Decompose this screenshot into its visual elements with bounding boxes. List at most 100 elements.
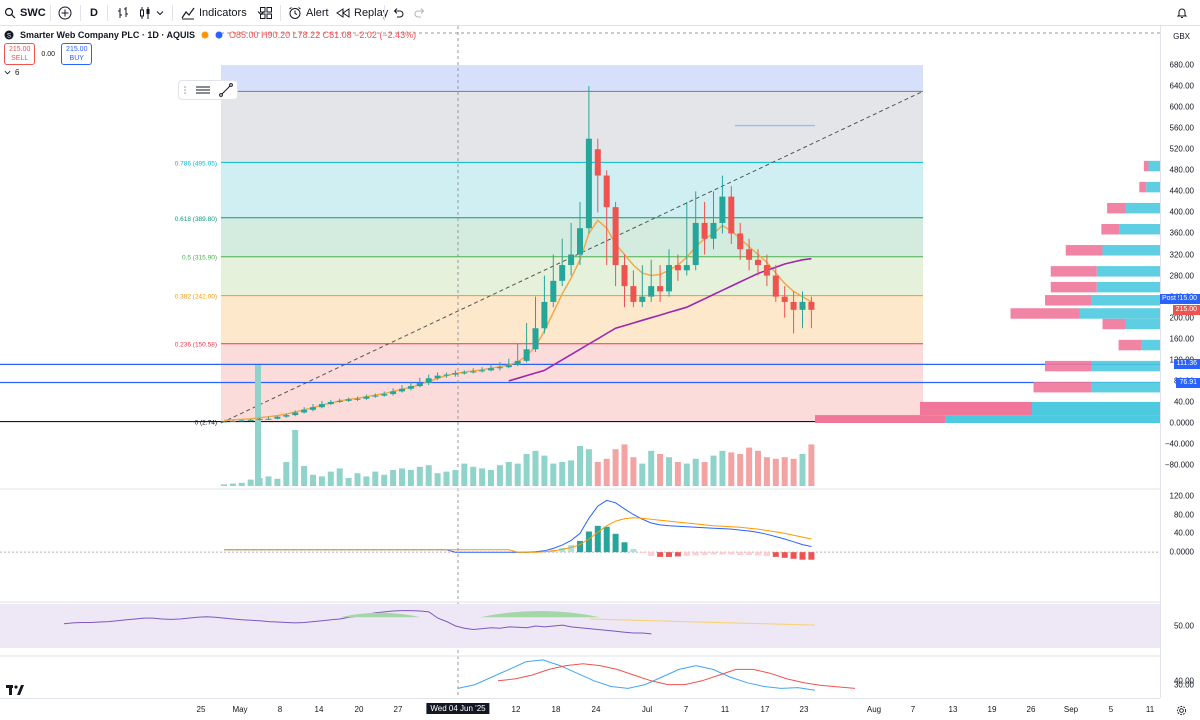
price-axis[interactable]: GBX 680.00 640.00 600.00 560.00 520.00 480.00… (1159, 26, 1200, 698)
replay-label: Replay (354, 7, 389, 19)
macd-histogram-bar (559, 547, 566, 553)
candle-style-button[interactable] (138, 0, 164, 26)
macd-histogram-bar (666, 552, 672, 557)
price-tick: −40.000 (1164, 439, 1194, 449)
volume-profile-bar (1118, 339, 1142, 351)
tradingview-logo-icon (6, 685, 24, 695)
macd-histogram-bar (648, 552, 655, 556)
volume-profile-bar (1107, 202, 1126, 214)
volume-bar (719, 450, 726, 486)
candle-body (523, 349, 530, 361)
volume-profile-bar (1102, 245, 1160, 256)
volume-bar (585, 449, 592, 486)
tradingview-logo (6, 684, 24, 698)
time-tick: 18 (551, 705, 561, 714)
time-tick: Sep (1063, 705, 1079, 714)
chevron-down-icon (156, 9, 164, 17)
volume-profile-bar (1033, 381, 1091, 393)
sell-button[interactable]: 215.00 SELL (4, 43, 36, 65)
buy-button[interactable]: 215.00 BUY (61, 43, 93, 65)
top-toolbar: SWC D (0, 0, 1200, 26)
line-tool-settings-icon[interactable] (195, 84, 211, 96)
time-tick: 27 (393, 705, 403, 714)
price-tick: 320.00 (1169, 250, 1194, 260)
price-tick: −80.000 (1164, 460, 1194, 470)
volume-bar (363, 476, 370, 486)
indicators-toggle[interactable]: 6 (4, 68, 416, 77)
volume-bar (657, 454, 664, 486)
candle-body (381, 394, 388, 396)
grid-icon (259, 6, 273, 20)
rsi-overbought-fill (340, 612, 420, 618)
candle-body (372, 395, 379, 397)
undo-button[interactable] (392, 0, 404, 26)
candle-body (336, 400, 343, 402)
bar-style-button[interactable] (116, 0, 130, 26)
volume-profile-bar (1091, 295, 1160, 306)
volume-profile-bar (1032, 401, 1160, 416)
macd-histogram-bar (728, 552, 735, 555)
trend-line-icon[interactable] (219, 83, 233, 97)
time-tick: 5 (1108, 705, 1114, 714)
volume-bar (692, 458, 699, 486)
time-tick: 13 (948, 705, 958, 714)
fib-label: 0.618 (389.80) (175, 216, 217, 223)
volume-profile-bar (945, 415, 1160, 423)
candle-body (274, 416, 281, 419)
buy-price: 215.00 (66, 46, 88, 53)
replay-button[interactable]: Replay (336, 0, 388, 26)
price-tick: 440.00 (1169, 186, 1194, 196)
layouts-button[interactable] (259, 0, 273, 26)
volume-profile-bar (1139, 181, 1147, 193)
volume-profile-bar (920, 401, 1032, 416)
volume-profile-bar (1050, 281, 1097, 293)
candle-body (692, 222, 699, 266)
volume-profile-bar (1010, 308, 1080, 319)
volume-profile-bar (1050, 266, 1097, 277)
candle-body (568, 254, 575, 266)
candle-body (229, 420, 236, 422)
interval-button[interactable]: D (90, 0, 98, 26)
time-tick: 20 (354, 705, 364, 714)
volume-bar (399, 468, 405, 486)
volume-bar (550, 463, 557, 486)
macd-histogram-bar (585, 531, 592, 553)
volume-bar (710, 455, 717, 486)
compare-button[interactable] (58, 0, 72, 26)
candle-body (719, 196, 726, 223)
macd-histogram-bar (763, 552, 770, 556)
chart-settings-button[interactable] (1176, 703, 1187, 720)
candle-body (701, 222, 708, 239)
macd-histogram-bar (674, 552, 681, 557)
time-axis[interactable]: 25 May 8 14 20 27 Wed 04 Jun '25 12 18 24 Jul 7 11 17… (0, 698, 1160, 720)
candle-body (327, 401, 334, 405)
candle-body (585, 138, 592, 229)
macd-histogram-bar (657, 552, 664, 557)
drag-handle-icon[interactable] (183, 85, 187, 95)
indicator-tick: 0.0000 (1169, 547, 1194, 557)
volume-profile-bar (1148, 160, 1160, 172)
symbol-search[interactable]: SWC (4, 0, 46, 26)
candle-body (763, 265, 770, 276)
price-chart[interactable]: 0.786 (495.05) 0.618 (389.80) 0.5 (315.90)… (0, 26, 1160, 698)
volume-profile-bar (1096, 281, 1160, 293)
sell-price: 215.00 (9, 46, 31, 53)
alert-bell-button[interactable] (1176, 0, 1188, 26)
candle-body (390, 391, 397, 395)
indicators-button[interactable]: Indicators (181, 0, 265, 26)
volume-bar (274, 478, 281, 486)
candle-body (238, 420, 245, 422)
rsi-overbought-fill (480, 611, 600, 618)
volume-bar (648, 450, 655, 486)
volume-bar (443, 471, 450, 486)
redo-button[interactable] (414, 0, 426, 26)
price-tick: 400.00 (1169, 207, 1194, 217)
post-price-badge: 215.00 (1172, 293, 1200, 304)
volume-bar (577, 446, 583, 486)
candle-body (781, 296, 788, 302)
candle-body (541, 301, 548, 329)
candle-body (559, 265, 566, 281)
sell-label: SELL (11, 55, 29, 62)
candle-body (363, 396, 370, 399)
alert-button[interactable]: Alert (288, 0, 329, 26)
